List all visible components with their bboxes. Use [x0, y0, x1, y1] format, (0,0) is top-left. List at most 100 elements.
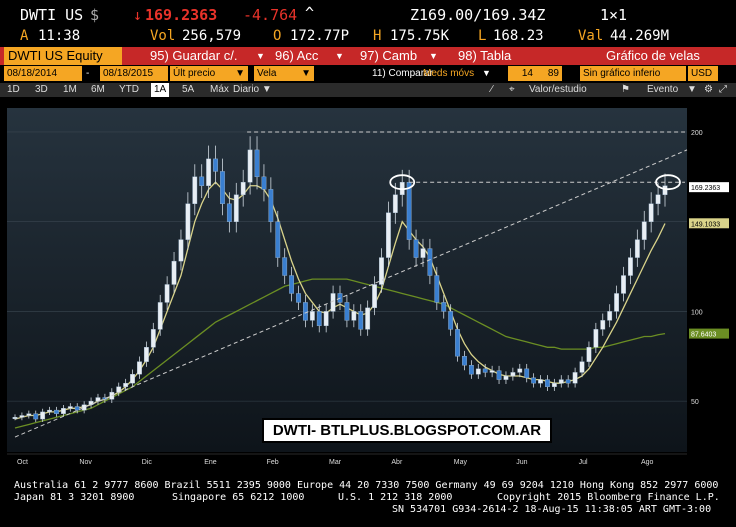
save-dropdown-icon[interactable]: ▼	[256, 51, 265, 61]
candle-body	[199, 176, 205, 186]
candle-body	[261, 176, 267, 190]
open-value: 172.77P	[290, 28, 350, 44]
end-date-field[interactable]: 08/18/2015	[100, 66, 168, 81]
candle-body	[171, 260, 177, 285]
actions-button[interactable]: 96) Acc	[275, 48, 319, 63]
x-tick-label: Nov	[79, 459, 92, 466]
text-tool-icon[interactable]: ⌖	[509, 84, 515, 95]
candle-body	[178, 239, 184, 262]
candle-body	[220, 171, 225, 204]
candle-body	[628, 257, 633, 276]
x-tick-label: Feb	[267, 459, 279, 466]
period-tab-3d[interactable]: 3D	[35, 84, 48, 95]
candle-body	[468, 365, 474, 375]
lower-chart-select[interactable]: Sin gráfico inferio	[580, 66, 686, 81]
change-dropdown-icon[interactable]: ▼	[429, 51, 438, 61]
period-tab-5a[interactable]: 5A	[182, 84, 195, 95]
candle-body	[240, 181, 246, 195]
candle-body	[226, 203, 232, 222]
currency-select[interactable]: USD	[688, 66, 718, 81]
ticker-name[interactable]: DWTI US	[20, 6, 84, 24]
compare-button[interactable]: 11) Comparar	[372, 68, 433, 79]
high-value: 175.75K	[390, 28, 450, 44]
quote-time: 11:38	[38, 28, 81, 44]
y-tick-label: 50	[691, 399, 699, 406]
period-tab-1m[interactable]: 1M	[63, 84, 77, 95]
candle-body	[130, 374, 135, 384]
ma-long-field[interactable]: 89	[534, 66, 562, 81]
candle-body	[88, 400, 94, 405]
footer-phone-singapore: Singapore 65 6212 1000	[172, 492, 305, 503]
line-tool-icon[interactable]: ∕	[491, 84, 493, 95]
settings-icon[interactable]: ⚙	[704, 84, 713, 95]
expand-icon[interactable]: ⤢	[719, 84, 727, 95]
period-tab-ytd[interactable]: YTD	[119, 84, 139, 95]
candle-body	[81, 404, 87, 411]
command-toolbar: DWTI US Equity 95) Guardar c/. ▼ 96) Acc…	[0, 47, 736, 65]
candle-body	[157, 302, 163, 330]
candle-body	[496, 370, 502, 380]
table-button[interactable]: 98) Tabla	[458, 48, 512, 63]
price-type-select[interactable]: Últ precio ▼	[170, 66, 248, 81]
last-price: 169.2363	[145, 6, 218, 24]
open-label: O	[273, 28, 282, 44]
high-label: H	[373, 28, 382, 44]
chevron-down-icon[interactable]: ▼	[687, 84, 697, 95]
candle-body	[365, 307, 371, 330]
candle-body	[303, 302, 308, 321]
chart-title: Gráfico de velas	[606, 48, 700, 63]
bid-ask: Z169.00/169.34Z	[410, 6, 546, 24]
price-change: -4.764	[243, 6, 298, 24]
event-button[interactable]: Evento	[647, 84, 679, 95]
candle-body	[489, 370, 495, 373]
chart-type-select[interactable]: Vela ▼	[254, 66, 314, 81]
ma-short-field[interactable]: 14	[508, 66, 536, 81]
change-button[interactable]: 97) Camb	[360, 48, 418, 63]
value-study-button[interactable]: Valor/estudio	[529, 84, 587, 95]
candle-body	[116, 386, 122, 393]
period-tab-1d[interactable]: 1D	[7, 84, 20, 95]
plot-area	[7, 108, 687, 452]
chart-params: 08/18/2014 - 08/18/2015 Últ precio ▼ Vela…	[0, 66, 736, 82]
candle-body	[102, 397, 108, 400]
candle-body	[648, 203, 654, 222]
candle-body	[40, 411, 46, 420]
security-field[interactable]: DWTI US Equity	[4, 47, 122, 65]
candle-body	[641, 221, 647, 240]
ma-14-tag-box	[689, 218, 729, 229]
save-button[interactable]: 95) Guardar c/.	[150, 48, 238, 63]
candle-body	[545, 379, 550, 387]
candle-body	[358, 311, 364, 330]
candle-body	[206, 158, 212, 186]
actions-dropdown-icon[interactable]: ▼	[335, 51, 344, 61]
currency-value: USD	[691, 68, 713, 79]
candle-body	[503, 375, 509, 380]
circle-marker-mar	[389, 174, 416, 191]
y-tick-label: 200	[691, 130, 703, 137]
candle-body	[67, 406, 73, 409]
compare-value[interactable]: Meds móvs	[423, 68, 475, 79]
start-date-field[interactable]: 08/18/2014	[4, 66, 82, 81]
candle-body	[19, 415, 25, 418]
bid-ask-size: 1×1	[600, 6, 628, 24]
candle-body	[614, 293, 619, 312]
ma-89-line	[14, 278, 666, 429]
flag-icon[interactable]: ⚑	[621, 84, 630, 95]
candle-body	[192, 176, 198, 204]
candle-body	[268, 189, 274, 222]
chevron-down-icon: ▼	[301, 68, 311, 79]
x-tick-label: Dic	[142, 459, 153, 466]
candle-body	[448, 311, 454, 330]
candle-body	[372, 284, 377, 309]
period-tab-6m[interactable]: 6M	[91, 84, 105, 95]
candle-body	[323, 311, 329, 326]
candle-body	[296, 293, 301, 303]
footer-phone-line1: Australia 61 2 9777 8600 Brazil 5511 239…	[14, 480, 719, 491]
period-tab-máx[interactable]: Máx	[210, 84, 229, 95]
compare-dropdown-icon[interactable]: ▼	[482, 68, 491, 78]
frequency-select[interactable]: Diario ▼	[233, 84, 272, 95]
candle-body	[254, 149, 260, 178]
period-tab-1a[interactable]: 1A	[151, 83, 170, 97]
footer-phone-japan: Japan 81 3 3201 8900	[14, 492, 135, 503]
